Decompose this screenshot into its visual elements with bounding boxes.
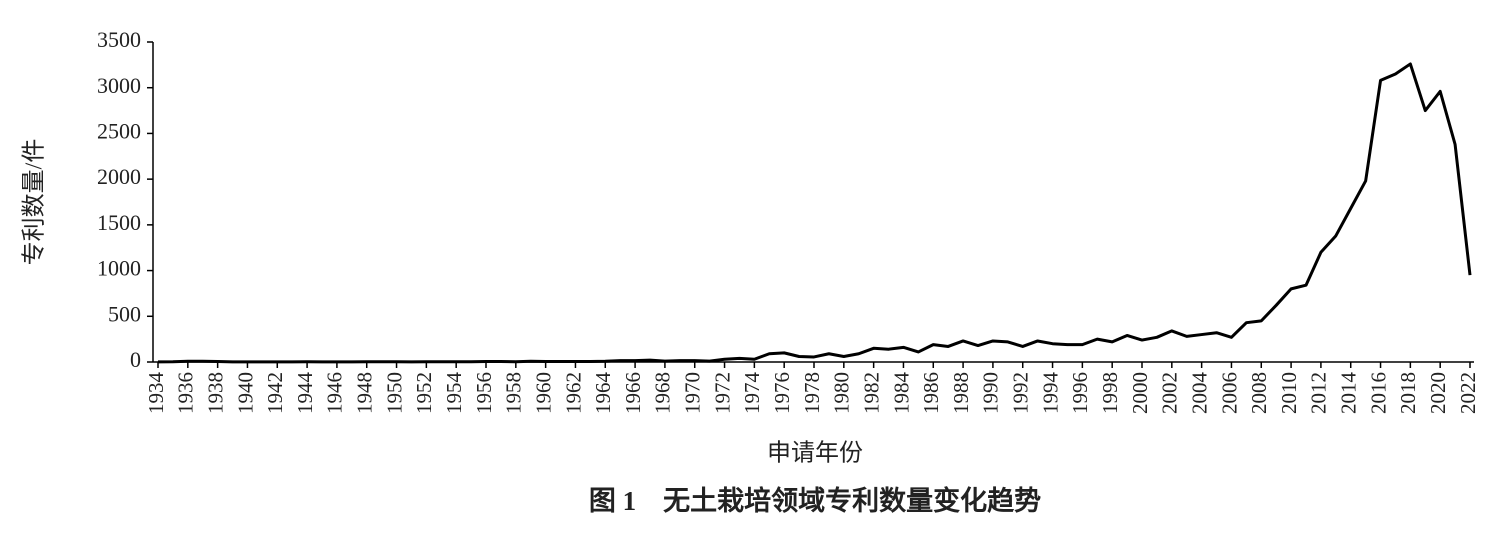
x-tick-label: 1952	[412, 372, 436, 414]
x-tick-label: 1956	[472, 372, 496, 414]
x-tick-label: 1934	[144, 372, 168, 415]
x-tick-label: 1998	[1098, 372, 1122, 414]
x-tick-label: 1986	[919, 372, 943, 414]
x-tick-label: 1994	[1038, 372, 1062, 415]
y-tick-label: 3000	[97, 73, 141, 98]
x-tick-label: 1940	[233, 372, 257, 414]
y-tick-label: 1000	[97, 256, 141, 281]
x-tick-label: 1948	[353, 372, 377, 414]
x-tick-label: 1970	[681, 372, 705, 414]
x-tick-label: 2016	[1366, 372, 1390, 414]
x-tick-label: 1938	[203, 372, 227, 414]
x-tick-label: 1990	[979, 372, 1003, 414]
x-tick-label: 1982	[859, 372, 883, 414]
data-line	[157, 62, 1472, 364]
x-axis-label: 申请年份	[767, 440, 863, 467]
x-tick-label: 2020	[1426, 372, 1450, 414]
x-tick-label: 2022	[1456, 372, 1480, 414]
x-tick-label: 1996	[1068, 372, 1092, 414]
x-tick-label: 1944	[293, 372, 317, 415]
x-tick-label: 2012	[1307, 372, 1331, 414]
x-tick-label: 1960	[531, 372, 555, 414]
y-tick-label: 2500	[97, 118, 141, 143]
y-tick-label: 1500	[97, 210, 141, 235]
x-tick-label: 1946	[323, 372, 347, 414]
x-tick-label: 1976	[770, 372, 794, 414]
chart-title: 图 1 无土栽培领域专利数量变化趋势	[589, 485, 1041, 516]
x-tick-label: 1950	[382, 372, 406, 414]
x-tick-label: 1992	[1009, 372, 1033, 414]
x-tick-label: 2002	[1158, 372, 1182, 414]
x-tick-label: 1966	[621, 372, 645, 414]
x-tick-label: 1980	[830, 372, 854, 414]
y-tick-label: 3500	[97, 27, 141, 52]
y-tick-label: 0	[130, 347, 141, 372]
x-tick-label: 1974	[740, 372, 764, 415]
x-tick-label: 2000	[1128, 372, 1152, 414]
x-tick-label: 1972	[710, 372, 734, 414]
y-axis-label: 专利数量/件	[21, 139, 48, 266]
x-tick-label: 1964	[591, 372, 615, 415]
x-tick-label: 2014	[1337, 372, 1361, 415]
y-tick-label: 2000	[97, 164, 141, 189]
x-tick-label: 1984	[889, 372, 913, 415]
x-tick-label: 2008	[1247, 372, 1271, 414]
x-tick-label: 2004	[1187, 372, 1211, 415]
x-tick-label: 1954	[442, 372, 466, 415]
x-tick-label: 1958	[502, 372, 526, 414]
x-tick-label: 1942	[263, 372, 287, 414]
x-tick-label: 1936	[174, 372, 198, 414]
x-tick-label: 1988	[949, 372, 973, 414]
x-tick-label: 1978	[800, 372, 824, 414]
x-tick-label: 2018	[1396, 372, 1420, 414]
x-tick-label: 1968	[651, 372, 675, 414]
x-tick-label: 1962	[561, 372, 585, 414]
x-tick-label: 2006	[1217, 372, 1241, 414]
x-tick-label: 2010	[1277, 372, 1301, 414]
y-tick-label: 500	[108, 301, 141, 326]
